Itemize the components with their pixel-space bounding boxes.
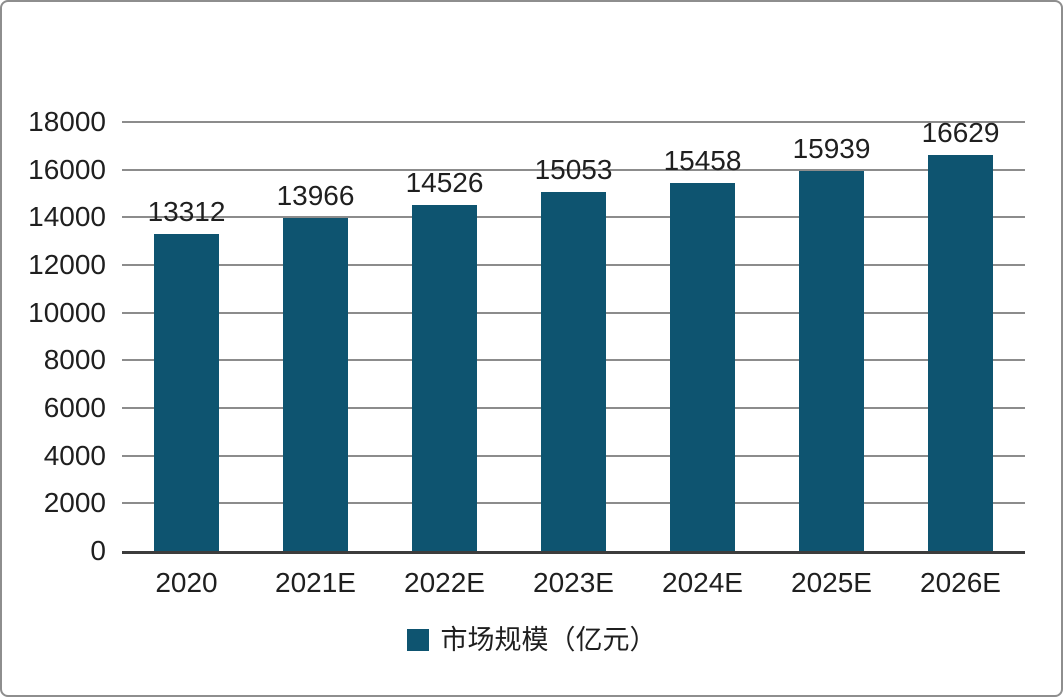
x-axis-label: 2024E: [662, 567, 743, 598]
y-tick-label: 12000: [28, 249, 106, 280]
legend-label: 市场规模（亿元）: [440, 625, 657, 655]
legend: 市场规模（亿元）: [2, 624, 1061, 656]
bar-2024E: [670, 182, 735, 551]
x-axis-label: 2025E: [791, 567, 872, 598]
x-axis-label: 2026E: [920, 567, 1001, 598]
x-axis-label: 2023E: [533, 567, 614, 598]
bar-value-label: 15053: [534, 154, 613, 186]
bar-2020: [154, 233, 219, 551]
bar-2022E: [412, 204, 477, 551]
y-tick-label: 4000: [43, 439, 106, 471]
y-tick-label: 0: [90, 535, 106, 566]
bar-value-label: 14526: [405, 166, 484, 198]
bar-value-label: 13312: [147, 195, 226, 227]
y-tick-label: 8000: [43, 344, 106, 376]
y-tick-label: 16000: [28, 153, 106, 185]
bar-2026E: [928, 154, 993, 551]
gridline: [122, 168, 1025, 171]
x-axis-label: 2020: [155, 567, 218, 598]
bar-value-label: 13966: [276, 180, 355, 212]
legend-swatch-icon: [406, 629, 429, 651]
y-tick-label: 14000: [28, 201, 106, 233]
bar-value-label: 15458: [663, 144, 742, 176]
bar-value-label: 15939: [792, 133, 871, 165]
y-tick-label: 6000: [43, 392, 106, 423]
bar-value-label: 16629: [921, 116, 1000, 148]
y-tick-label: 10000: [28, 296, 106, 328]
gridline: [122, 121, 1025, 123]
x-axis-label: 2021E: [275, 567, 356, 598]
y-tick-label: 2000: [43, 487, 106, 519]
bar-2021E: [283, 218, 348, 551]
y-tick-label: 18000: [28, 106, 106, 137]
x-axis-label: 2022E: [404, 567, 485, 598]
bar-2025E: [799, 171, 864, 551]
bar-2023E: [541, 192, 606, 551]
x-axis-line: [122, 551, 1025, 554]
